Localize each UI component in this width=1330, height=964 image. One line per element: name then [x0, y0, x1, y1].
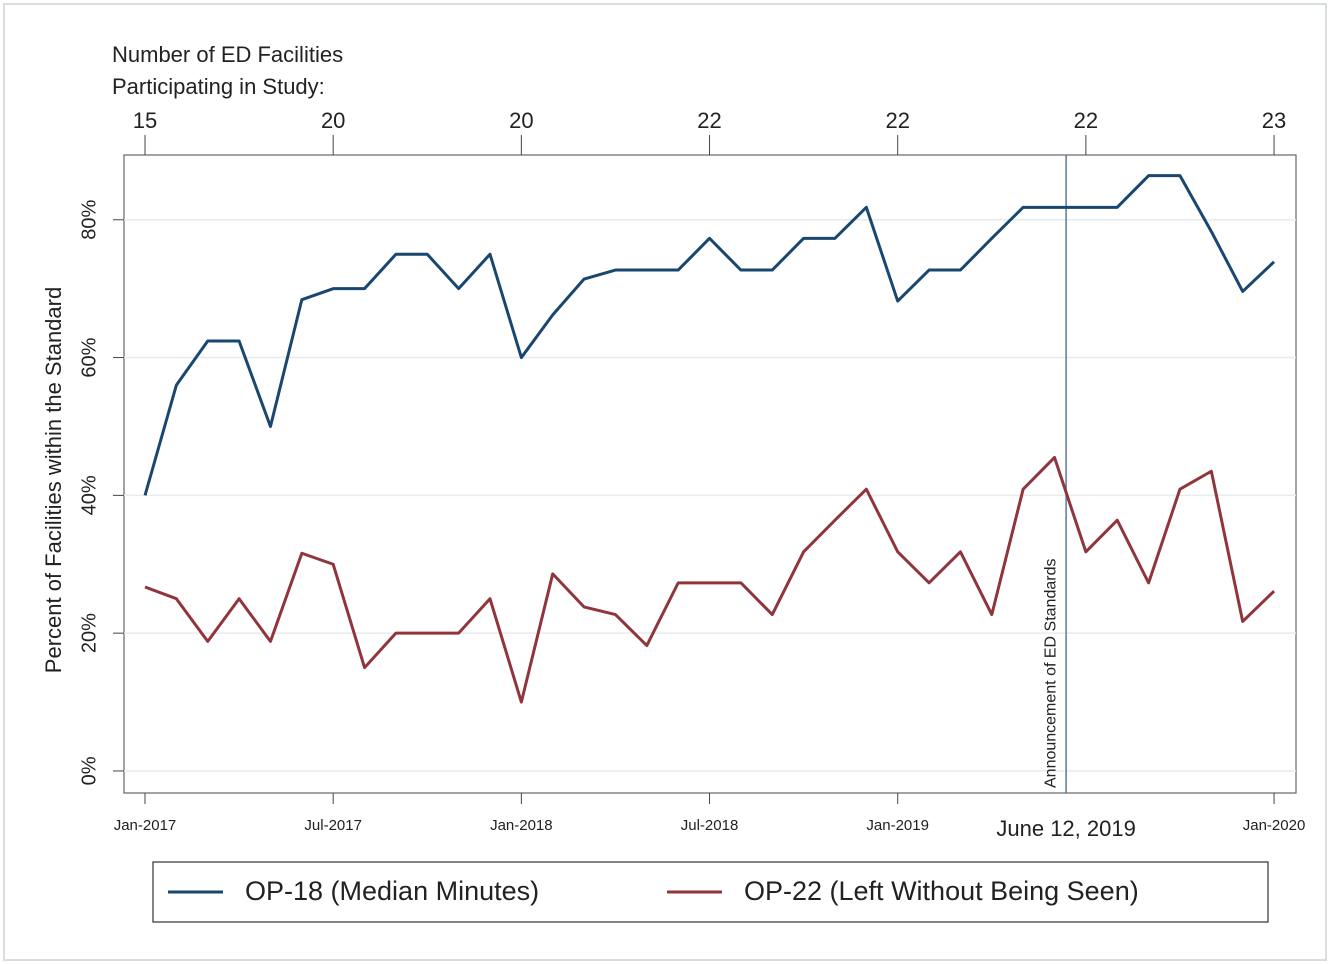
x-tick-label: Jul-2018: [681, 817, 739, 834]
event-label: June 12, 2019: [996, 816, 1135, 841]
top-tick-label: 22: [697, 108, 721, 133]
legend-label: OP-18 (Median Minutes): [245, 876, 539, 906]
top-axis-title: Number of ED Facilities: [112, 42, 343, 67]
x-tick-label: Jan-2020: [1243, 817, 1306, 834]
top-tick-label: 15: [133, 108, 157, 133]
y-tick-label: 0%: [78, 756, 100, 785]
series-line: [143, 174, 1276, 496]
series-line: [144, 455, 1276, 704]
x-tick-label: Jan-2019: [866, 817, 929, 834]
y-tick-label: 80%: [78, 200, 100, 240]
y-tick-label: 60%: [78, 337, 100, 377]
y-tick-label: 20%: [78, 613, 100, 653]
y-axis-title: Percent of Facilities within the Standar…: [41, 287, 66, 673]
top-tick-label: 20: [509, 108, 533, 133]
x-tick-label: Jan-2017: [114, 817, 177, 834]
x-tick-label: Jul-2017: [304, 817, 362, 834]
plot-area: [123, 154, 1297, 794]
top-tick-label: 22: [1074, 108, 1098, 133]
top-axis-title: Participating in Study:: [112, 74, 325, 99]
top-tick-label: 23: [1262, 108, 1286, 133]
top-tick-label: 20: [321, 108, 345, 133]
legend-label: OP-22 (Left Without Being Seen): [744, 876, 1139, 906]
event-annotation: Announcement of ED Standards: [1042, 559, 1059, 788]
y-tick-label: 40%: [78, 475, 100, 515]
top-tick-label: 22: [885, 108, 909, 133]
x-tick-label: Jan-2018: [490, 817, 553, 834]
